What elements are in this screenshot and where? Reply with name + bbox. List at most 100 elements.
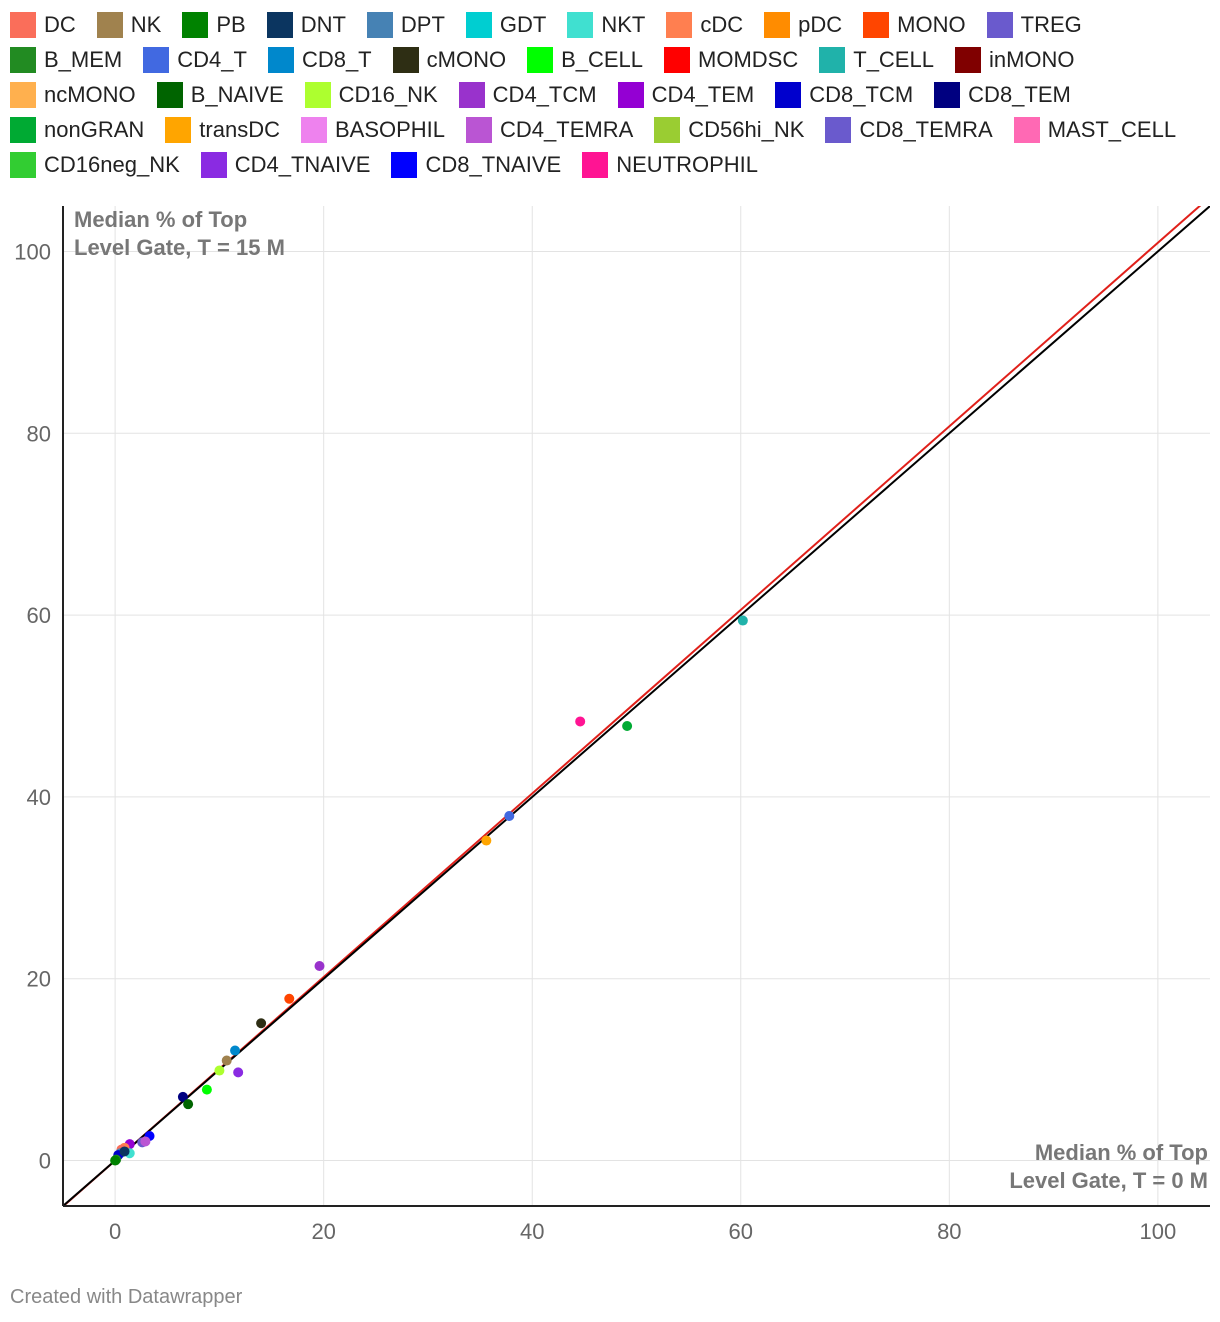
legend-item: BASOPHIL <box>300 115 446 145</box>
legend-item: transDC <box>165 115 280 145</box>
y-axis-label: Median % of Top Level Gate, T = 15 M <box>74 207 285 260</box>
legend-label: transDC <box>199 117 280 142</box>
legend-label: CD4_TEM <box>651 82 755 107</box>
legend-item: NK <box>96 10 162 40</box>
legend-swatch <box>200 152 227 178</box>
legend-label: NK <box>130 12 162 37</box>
legend-swatch <box>10 152 36 178</box>
legend-swatch <box>458 82 485 108</box>
legend-label: pDC <box>798 12 843 37</box>
legend-swatch <box>267 47 294 73</box>
y-tick-label: 40 <box>27 785 51 810</box>
legend-swatch <box>304 82 331 108</box>
legend-item: CD4_TEMRA <box>466 115 633 145</box>
legend-label: CD8_TNAIVE <box>425 152 562 177</box>
data-point-cd4_tnaive <box>233 1067 244 1078</box>
legend-label: CD8_TEMRA <box>859 117 993 142</box>
legend-swatch <box>143 47 170 73</box>
legend-item: CD16_NK <box>304 80 438 110</box>
legend-label: CD56hi_NK <box>688 117 805 142</box>
legend-label: CD4_TCM <box>492 82 597 107</box>
legend-item: CD56hi_NK <box>654 115 804 145</box>
legend-swatch <box>986 12 1013 38</box>
legend-swatch <box>666 12 693 38</box>
identity-line <box>63 206 1210 1206</box>
legend-item: CD8_TNAIVE <box>391 150 561 180</box>
legend-swatch <box>934 82 961 108</box>
legend-item: CD8_T <box>267 45 372 75</box>
y-tick-label: 80 <box>27 421 51 446</box>
x-tick-label: 100 <box>1140 1219 1177 1244</box>
data-point-cd4_t <box>504 811 515 821</box>
x-tick-label: 40 <box>520 1219 544 1244</box>
legend-label: NEUTROPHIL <box>616 152 758 177</box>
legend-label: B_CELL <box>561 47 644 72</box>
legend-swatch <box>819 47 846 73</box>
legend-swatch <box>10 117 36 143</box>
legend-label: DC <box>44 12 76 37</box>
legend-swatch <box>300 117 327 143</box>
legend-item: NEUTROPHIL <box>582 150 758 180</box>
legend-item: B_MEM <box>10 45 122 75</box>
data-point-pb <box>110 1155 121 1166</box>
legend: DC NK PB DNT DPT GDT NKT cDC pDC MONO TREG B_MEM CD4… <box>10 10 1215 180</box>
legend-swatch <box>527 47 554 73</box>
data-point-cmono <box>256 1018 267 1029</box>
x-tick-label: 80 <box>937 1219 961 1244</box>
y-tick-label: 100 <box>14 239 51 264</box>
legend-label: BASOPHIL <box>334 117 446 142</box>
legend-label: B_MEM <box>44 47 123 72</box>
legend-swatch <box>466 117 493 143</box>
legend-swatch <box>465 12 492 38</box>
legend-label: CD8_T <box>301 47 372 72</box>
data-point-b_cell <box>201 1084 212 1095</box>
legend-item: ncMONO <box>10 80 136 110</box>
legend-swatch <box>366 12 393 38</box>
legend-item: cDC <box>666 10 743 40</box>
data-point-t_cell <box>737 615 748 626</box>
axis-labels: Median % of Top Level Gate, T = 15 M Media… <box>74 207 1208 1193</box>
legend-label: MONO <box>897 12 966 37</box>
legend-item: CD8_TCM <box>775 80 913 110</box>
data-point-neutrophil <box>575 716 586 727</box>
legend-swatch <box>10 82 36 108</box>
y-tick-label: 60 <box>27 603 51 628</box>
legend-item: DC <box>10 10 76 40</box>
legend-label: TREG <box>1020 12 1082 37</box>
legend-swatch <box>10 12 36 38</box>
data-point-transdc <box>481 835 492 846</box>
legend-swatch <box>582 152 609 178</box>
legend-swatch <box>825 117 852 143</box>
data-point-cd8_tem <box>177 1091 188 1102</box>
legend-label: inMONO <box>988 47 1075 72</box>
reference-lines <box>63 206 1210 1206</box>
axes <box>62 206 1210 1207</box>
legend-label: DNT <box>300 12 346 37</box>
legend-label: CD4_T <box>177 47 247 72</box>
legend-label: NKT <box>601 12 646 37</box>
legend-item: GDT <box>465 10 546 40</box>
legend-item: CD4_TCM <box>458 80 597 110</box>
legend-swatch <box>664 47 691 73</box>
x-tick-label: 20 <box>311 1219 335 1244</box>
legend-item: T_CELL <box>819 45 934 75</box>
legend-label: MAST_CELL <box>1047 117 1177 142</box>
legend-item: DPT <box>366 10 445 40</box>
legend-item: MOMDSC <box>664 45 798 75</box>
legend-item: pDC <box>764 10 842 40</box>
legend-item: PB <box>182 10 246 40</box>
legend-item: nonGRAN <box>10 115 144 145</box>
legend-label: PB <box>216 12 246 37</box>
data-points <box>110 615 748 1166</box>
legend-item: MAST_CELL <box>1013 115 1177 145</box>
legend-label: CD8_TCM <box>809 82 914 107</box>
legend-swatch <box>266 12 293 38</box>
data-point-cd16_nk <box>214 1065 225 1076</box>
legend-item: TREG <box>986 10 1082 40</box>
legend-swatch <box>392 47 419 73</box>
legend-item: CD4_TEM <box>617 80 755 110</box>
data-point-nk <box>221 1055 232 1066</box>
legend-item: DNT <box>266 10 346 40</box>
tick-labels: 0 20 40 60 80 100 0 20 40 60 80 100 <box>14 239 1176 1244</box>
